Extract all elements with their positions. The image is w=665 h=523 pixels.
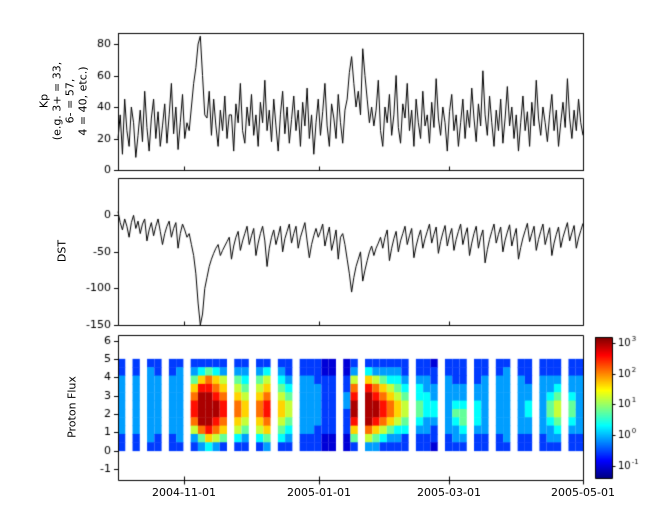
x-tick-label-2005-05-01: 2005-05-01 bbox=[551, 486, 615, 499]
x-tick-label-2005-01-01: 2005-01-01 bbox=[287, 486, 351, 499]
kp-axis-label-line-3: 6- = 57, bbox=[63, 78, 77, 124]
x-tick-label-2005-03-01: 2005-03-01 bbox=[417, 486, 481, 499]
x-tick-label-2004-11-01: 2004-11-01 bbox=[152, 486, 216, 499]
kp-axis-label-line-1: Kp bbox=[37, 93, 51, 109]
dst-axis-label: DST bbox=[55, 239, 69, 263]
kp-axis-label-line-4: 4 = 40, etc.) bbox=[76, 66, 90, 136]
proton-flux-axis-label: Proton Flux bbox=[65, 376, 79, 438]
kp-axis-label-line-2: (e.g. 3+ = 33, bbox=[50, 61, 64, 141]
